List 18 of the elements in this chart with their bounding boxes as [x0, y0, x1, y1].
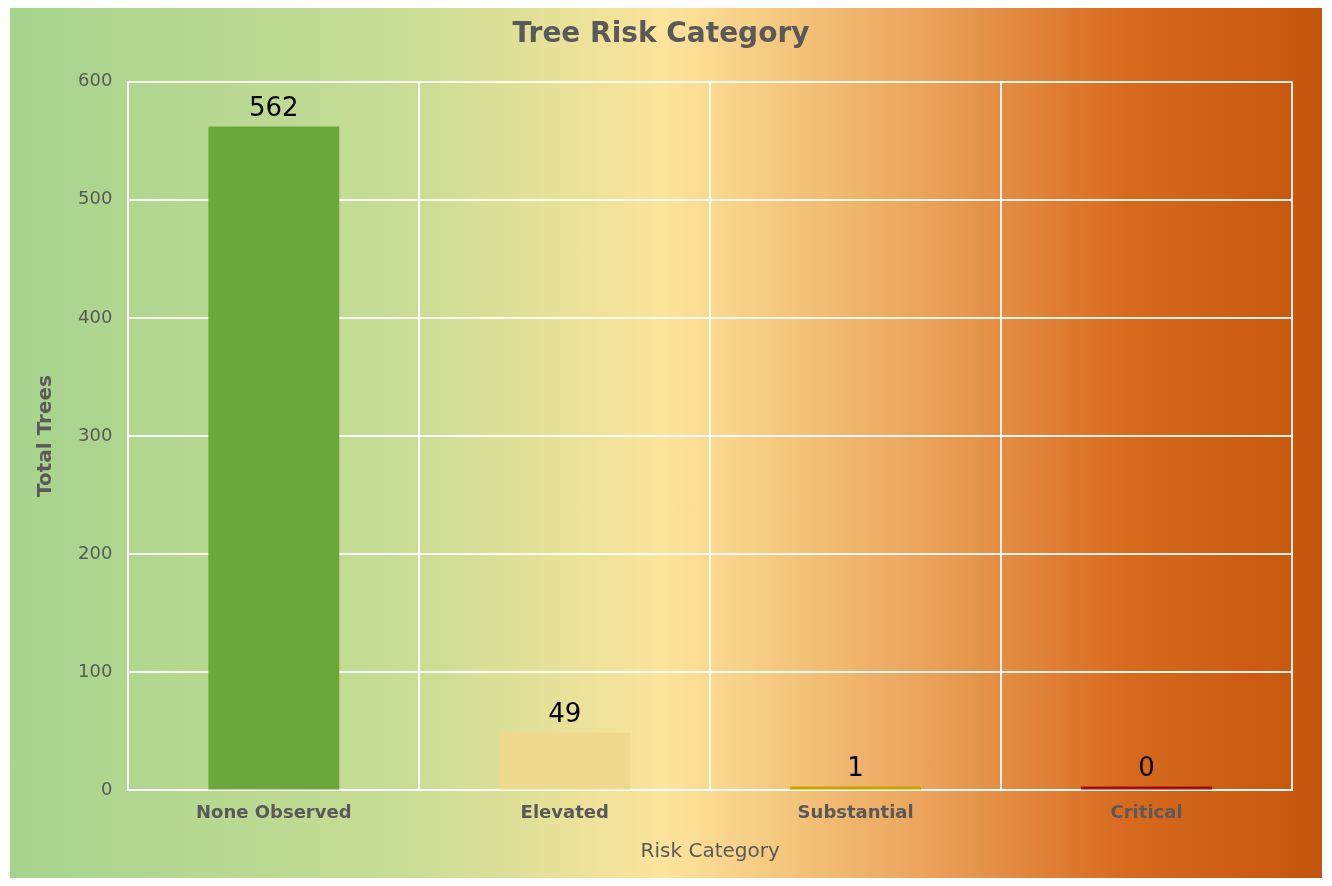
data-label: 562 — [248, 92, 299, 123]
x-tick-label: Critical — [1110, 800, 1183, 822]
y-tick-label: 300 — [78, 423, 113, 445]
data-label: 49 — [548, 698, 582, 729]
x-tick-label: None Observed — [196, 800, 352, 822]
x-tick-label: Substantial — [797, 800, 914, 822]
chart-title: Tree Risk Category — [512, 16, 810, 50]
x-axis-title: Risk Category — [640, 838, 780, 863]
y-tick-label: 100 — [78, 659, 113, 681]
y-tick-label: 400 — [78, 305, 113, 327]
x-tick-label: Elevated — [520, 800, 609, 822]
y-tick-label: 200 — [78, 541, 113, 563]
y-tick-label: 600 — [78, 69, 113, 91]
y-tick-label: 500 — [78, 187, 113, 209]
y-tick-label: 0 — [100, 778, 113, 800]
y-axis-title: Total Trees — [32, 375, 57, 497]
data-label: 1 — [847, 752, 864, 783]
data-label: 0 — [1138, 752, 1155, 783]
